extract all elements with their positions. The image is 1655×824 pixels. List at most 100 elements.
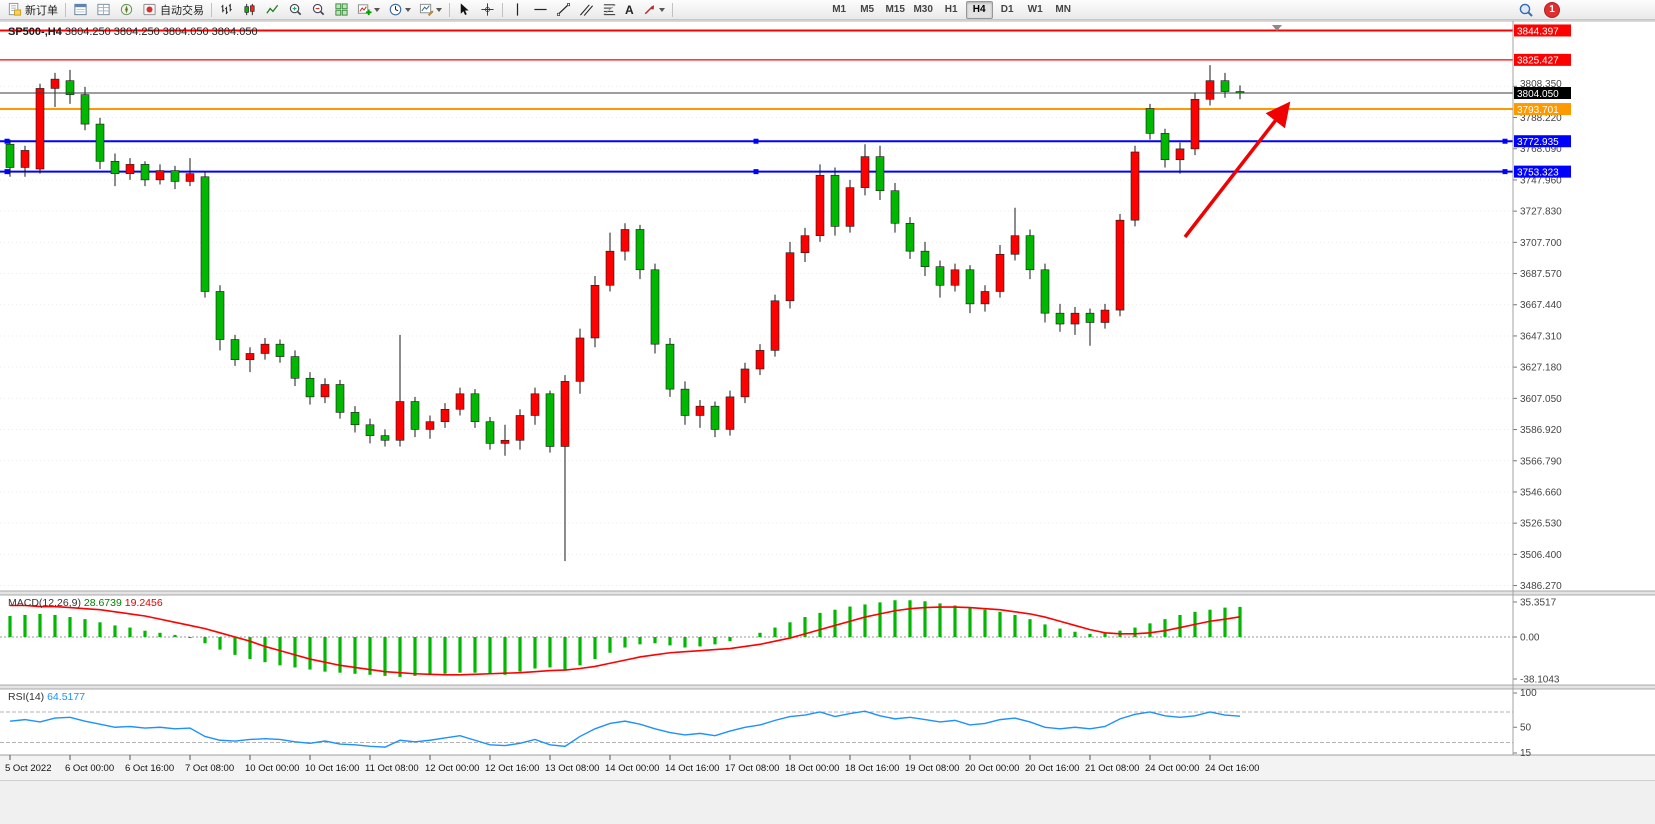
time-axis-label: 21 Oct 08:00 bbox=[1085, 763, 1139, 774]
autotrading-button[interactable]: 自动交易 bbox=[138, 1, 208, 19]
candle-body bbox=[80, 94, 90, 125]
indicators-button[interactable] bbox=[353, 1, 384, 19]
fibonacci-tool-button[interactable] bbox=[598, 1, 621, 19]
time-axis[interactable]: 5 Oct 2022 6 Oct 00:00 6 Oct 16:00 7 Oct 08… bbox=[5, 755, 1259, 774]
new-order-button[interactable]: 新订单 bbox=[3, 1, 62, 19]
price-line-label-text: 3804.050 bbox=[1517, 89, 1559, 100]
macd-panel[interactable]: MACD(12,26,9) 28.6739 19.2456 35.3517 0.00… bbox=[0, 597, 1560, 686]
horizontal-line-tool-button[interactable] bbox=[529, 1, 552, 19]
trendline-tool-button[interactable] bbox=[552, 1, 575, 19]
templates-dropdown-caret[interactable] bbox=[436, 7, 442, 12]
candlestick-chart-icon bbox=[244, 3, 255, 16]
templates-button[interactable] bbox=[415, 1, 446, 19]
candlestick-chart-button[interactable] bbox=[238, 1, 261, 19]
new-order-label: 新订单 bbox=[25, 4, 58, 17]
timeframe-button-m30[interactable]: M30 bbox=[913, 3, 933, 15]
indicators-dropdown-caret[interactable] bbox=[374, 7, 380, 12]
candle-body bbox=[1205, 80, 1215, 100]
svg-text:3808.350: 3808.350 bbox=[1520, 79, 1562, 90]
candle-body bbox=[830, 174, 840, 227]
new-order-icon bbox=[8, 2, 22, 16]
horizontal-line-icon bbox=[534, 8, 547, 11]
bar-chart-button[interactable] bbox=[215, 1, 238, 19]
price-line-label-box bbox=[1514, 87, 1571, 99]
time-axis-label: 11 Oct 08:00 bbox=[365, 763, 419, 774]
svg-text:35.3517: 35.3517 bbox=[1520, 598, 1557, 609]
zoom-out-button[interactable] bbox=[307, 1, 330, 19]
candle-body bbox=[875, 156, 885, 192]
notification-badge[interactable]: 1 bbox=[1544, 1, 1560, 18]
time-axis-label: 10 Oct 16:00 bbox=[305, 763, 359, 774]
timeframe-button-m5[interactable]: M5 bbox=[860, 3, 875, 15]
price-scale[interactable]: 3808.350 3788.220 3768.090 3747.960 3727.830… bbox=[1513, 79, 1562, 592]
svg-text:3586.920: 3586.920 bbox=[1520, 425, 1562, 436]
rsi-panel[interactable]: RSI(14) 64.5177 100 50 15 bbox=[0, 688, 1537, 759]
vertical-line-tool-button[interactable] bbox=[506, 1, 529, 19]
timeframe-button-m15[interactable]: M15 bbox=[885, 3, 905, 15]
periods-dropdown-caret[interactable] bbox=[405, 7, 411, 12]
timeframe-button-w1[interactable]: W1 bbox=[1027, 3, 1043, 15]
candle-body bbox=[1085, 312, 1095, 323]
candle-body bbox=[170, 170, 180, 182]
candle-body bbox=[425, 421, 435, 430]
candle-body bbox=[680, 388, 690, 416]
candle-body bbox=[230, 339, 240, 360]
candle-body bbox=[395, 401, 405, 441]
tile-windows-button[interactable] bbox=[330, 1, 353, 19]
trend-arrow-annotation[interactable] bbox=[1183, 101, 1291, 239]
periods-button[interactable] bbox=[384, 1, 415, 19]
zoom-in-button[interactable] bbox=[284, 1, 307, 19]
svg-text:0.00: 0.00 bbox=[1520, 633, 1540, 644]
candle-body bbox=[755, 350, 765, 370]
chart-area[interactable]: 3808.350 3788.220 3768.090 3747.960 3727.830… bbox=[0, 20, 1655, 780]
line-handle[interactable] bbox=[1502, 138, 1508, 144]
text-tool-button[interactable]: A bbox=[621, 1, 638, 19]
arrows-tool-icon bbox=[644, 5, 654, 15]
price-line-label-text: 3793.701 bbox=[1517, 105, 1559, 116]
candle-body bbox=[20, 150, 30, 168]
macd-label: MACD(12,26,9) 28.6739 19.2456 bbox=[8, 597, 163, 609]
line-chart-icon bbox=[266, 4, 279, 14]
toolbar: 新订单 自动交易 bbox=[0, 0, 1655, 20]
line-handle[interactable] bbox=[4, 169, 10, 175]
line-handle[interactable] bbox=[1502, 169, 1508, 175]
svg-text:3667.440: 3667.440 bbox=[1520, 300, 1562, 311]
timeframe-button-mn[interactable]: MN bbox=[1055, 3, 1071, 15]
line-handle[interactable] bbox=[4, 138, 10, 144]
cursor-tool-button[interactable] bbox=[453, 1, 476, 19]
candle-body bbox=[1130, 151, 1140, 221]
line-handle[interactable] bbox=[753, 138, 759, 144]
channel-tool-button[interactable] bbox=[575, 1, 598, 19]
arrows-tool-button[interactable] bbox=[638, 1, 669, 19]
crosshair-tool-button[interactable] bbox=[476, 1, 499, 19]
candle-body bbox=[185, 173, 195, 182]
timeframe-button-h1[interactable]: H1 bbox=[944, 3, 958, 15]
svg-text:3607.050: 3607.050 bbox=[1520, 394, 1562, 405]
candle-body bbox=[935, 266, 945, 286]
candle-body bbox=[1115, 219, 1125, 311]
chart-shift-marker[interactable] bbox=[1272, 25, 1282, 31]
candle-body bbox=[365, 424, 375, 436]
candle-body bbox=[1160, 133, 1170, 161]
line-handle[interactable] bbox=[753, 169, 759, 175]
search-button[interactable] bbox=[1514, 1, 1538, 19]
candle-body bbox=[200, 176, 210, 292]
candle-body bbox=[770, 300, 780, 351]
candle-body bbox=[950, 269, 960, 286]
chart-background bbox=[0, 21, 1655, 755]
timeframe-button-h4[interactable]: H4 bbox=[965, 0, 993, 19]
timeframe-button-d1[interactable]: D1 bbox=[1000, 3, 1014, 15]
line-chart-button[interactable] bbox=[261, 1, 284, 19]
data-window-button[interactable] bbox=[92, 1, 115, 19]
timeframe-button-m1[interactable]: M1 bbox=[832, 3, 847, 15]
navigator-button[interactable] bbox=[115, 1, 138, 19]
arrows-dropdown-caret[interactable] bbox=[658, 7, 665, 12]
candle-body bbox=[1040, 269, 1050, 314]
candle-body bbox=[1175, 148, 1185, 161]
tile-windows-icon bbox=[335, 3, 348, 16]
panel-separator[interactable] bbox=[0, 685, 1655, 689]
market-watch-button[interactable] bbox=[69, 1, 92, 19]
candle-body bbox=[110, 160, 120, 174]
panel-separator[interactable] bbox=[0, 591, 1655, 595]
candle-body bbox=[575, 337, 585, 382]
